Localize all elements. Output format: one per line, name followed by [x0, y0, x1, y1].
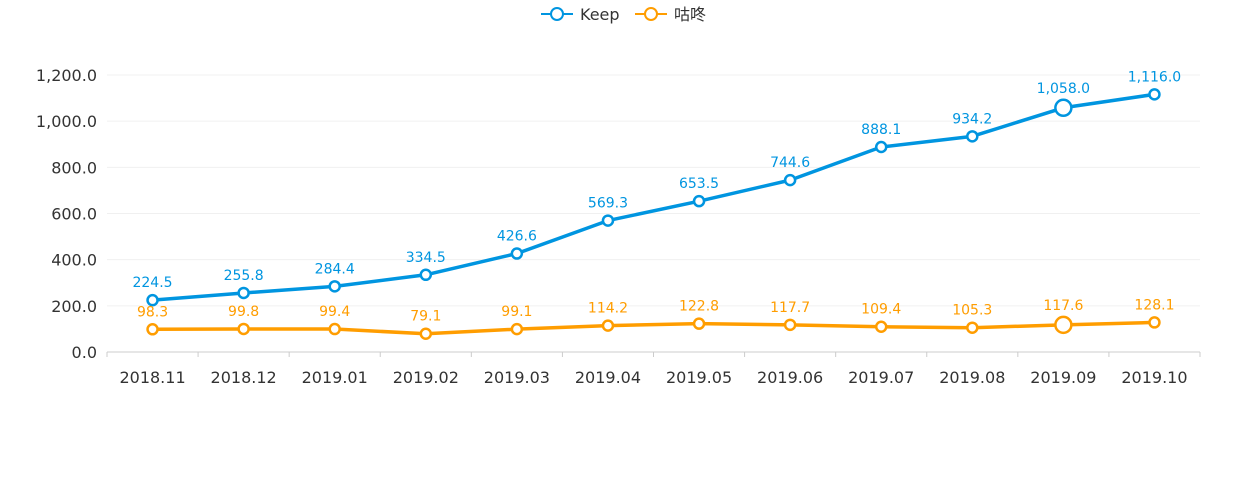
data-point	[783, 318, 797, 332]
data-point	[874, 320, 888, 333]
x-tick-label: 2019.04	[575, 368, 641, 387]
legend-item-gudong[interactable]: 咕咚	[635, 5, 706, 24]
data-label: 99.8	[228, 304, 259, 320]
x-axis: 2018.11 2018.12 2019.01 2019.02 2019.03 2019.…	[106, 351, 1201, 387]
data-label: 653.5	[679, 176, 719, 192]
data-label: 128.1	[1134, 297, 1174, 313]
y-tick-label: 400.0	[51, 251, 97, 270]
x-tick-label: 2018.11	[119, 368, 185, 387]
data-point	[510, 322, 524, 336]
y-axis: 0.0 200.0 400.0 600.0 800.0 1,000.0 1,200.0	[36, 66, 97, 362]
data-label: 934.2	[952, 111, 992, 127]
data-point	[146, 293, 159, 307]
data-point	[237, 286, 250, 300]
y-tick-label: 600.0	[51, 205, 97, 224]
data-label: 334.5	[406, 250, 446, 266]
legend-marker-icon	[644, 7, 658, 21]
data-label: 426.6	[497, 229, 537, 245]
data-point	[1148, 316, 1161, 329]
x-tick-label: 2019.03	[484, 368, 550, 387]
series-gudong: 98.3 99.8 99.4 79.1 99.1 114.2 122.8 117.7 109.4…	[137, 297, 1175, 340]
data-point	[692, 194, 706, 208]
data-point	[328, 280, 341, 293]
legend: Keep 咕咚	[541, 5, 706, 24]
x-tick-label: 2019.02	[393, 368, 459, 387]
data-label: 1,058.0	[1037, 81, 1090, 97]
data-point	[510, 247, 524, 260]
y-tick-label: 0.0	[72, 343, 97, 362]
y-tick-label: 1,000.0	[36, 112, 97, 131]
x-tick-label: 2019.07	[848, 368, 914, 387]
series-layer: 224.5 255.8 284.4 334.5 426.6 569.3 653.5 744.6…	[132, 69, 1181, 340]
data-label: 744.6	[770, 155, 810, 171]
data-label: 888.1	[861, 122, 901, 138]
data-label: 117.6	[1043, 298, 1083, 314]
data-point	[692, 317, 706, 330]
data-label: 105.3	[952, 303, 992, 319]
data-label: 99.4	[319, 304, 350, 320]
data-label: 284.4	[315, 261, 355, 277]
data-point	[1148, 88, 1161, 101]
x-tick-label: 2018.12	[211, 368, 277, 387]
series-line	[152, 320, 1155, 336]
data-point	[419, 327, 433, 340]
x-tick-label: 2019.09	[1030, 368, 1096, 387]
data-label: 224.5	[132, 275, 172, 291]
y-tick-label: 800.0	[51, 158, 97, 177]
data-label: 255.8	[224, 268, 264, 284]
data-point	[601, 214, 615, 227]
data-point	[419, 268, 433, 282]
data-label: 122.8	[679, 299, 719, 315]
x-tick-label: 2019.06	[757, 368, 823, 387]
data-label: 79.1	[410, 309, 441, 325]
data-label: 98.3	[137, 304, 168, 320]
data-point	[1054, 98, 1073, 118]
data-point	[146, 323, 159, 336]
data-label: 109.4	[861, 302, 901, 318]
data-point	[237, 322, 250, 336]
data-label: 1,116.0	[1128, 69, 1181, 85]
series-keep: 224.5 255.8 284.4 334.5 426.6 569.3 653.5 744.6…	[132, 69, 1181, 307]
data-point	[783, 173, 797, 187]
data-label: 117.7	[770, 300, 810, 316]
series-line	[152, 92, 1155, 302]
legend-item-keep[interactable]: Keep	[541, 5, 620, 24]
x-tick-label: 2019.08	[939, 368, 1005, 387]
x-tick-label: 2019.05	[666, 368, 732, 387]
legend-label: Keep	[580, 5, 620, 24]
data-point	[328, 322, 341, 336]
legend-label: 咕咚	[674, 5, 706, 24]
legend-marker-icon	[550, 7, 564, 21]
data-label: 114.2	[588, 301, 628, 317]
y-tick-label: 200.0	[51, 297, 97, 316]
data-point	[601, 319, 615, 332]
grid	[107, 74, 1200, 307]
data-point	[966, 321, 979, 334]
data-point	[966, 130, 979, 143]
data-label: 99.1	[501, 304, 532, 320]
data-label: 569.3	[588, 196, 628, 212]
y-tick-label: 1,200.0	[36, 66, 97, 85]
x-tick-label: 2019.01	[302, 368, 368, 387]
data-point	[1054, 315, 1073, 335]
x-tick-label: 2019.10	[1121, 368, 1187, 387]
data-point	[874, 140, 888, 154]
